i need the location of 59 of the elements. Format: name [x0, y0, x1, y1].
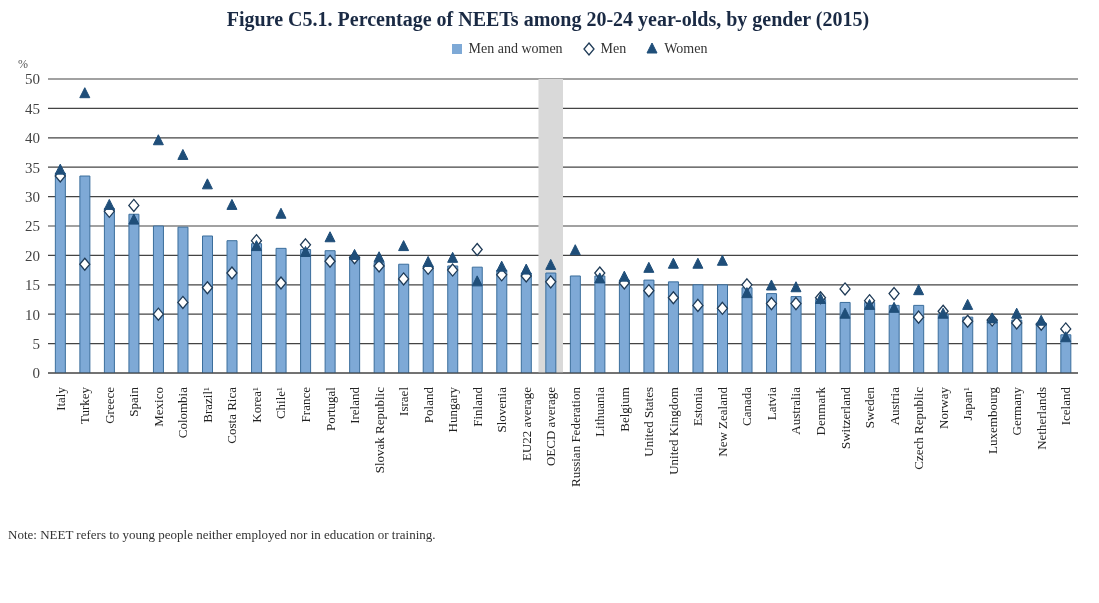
x-tick-label: Ireland [347, 386, 363, 424]
x-tick-label: Poland [420, 386, 436, 424]
x-tick-label: France [298, 386, 313, 423]
x-tick-label: Finland [469, 386, 485, 427]
x-tick-label: OECD average [543, 386, 559, 467]
x-tick-label: Australia [788, 386, 804, 435]
x-tick-label: Portugal [322, 386, 338, 432]
x-tick-label: Israel [396, 386, 412, 416]
y-tick-label: 0 [32, 365, 40, 382]
x-tick-label: New Zealand [714, 386, 730, 457]
x-tick-label: United Kingdom [665, 387, 681, 475]
x-tick-label: Japan¹ [960, 386, 976, 421]
x-tick-label: United States [641, 387, 657, 457]
y-tick-label: 40 [25, 130, 40, 147]
x-tick-label: Lithuania [592, 386, 608, 437]
y-tick-label: 50 [25, 71, 40, 88]
x-tick-label: Costa Rica [224, 386, 240, 444]
x-tick-label: Canada [739, 386, 755, 426]
x-tick-label: Italy [52, 386, 68, 411]
x-tick-label: Norway [935, 386, 951, 429]
x-tick-label: Colombia [175, 386, 191, 439]
y-tick-label: 35 [25, 159, 40, 176]
x-tick-label: Russian Federation [567, 386, 583, 488]
y-axis-title: % [18, 57, 28, 72]
x-tick-label: Germany [1009, 386, 1025, 436]
x-tick-label: Denmark [813, 386, 828, 436]
y-tick-label: 5 [32, 335, 40, 352]
legend-label: Men [600, 41, 627, 57]
x-tick-label: Estonia [690, 386, 706, 426]
text: Note: NEET refers to young people neither employed nor in education or training. [8, 527, 437, 543]
x-tick-label: Chile¹ [273, 386, 289, 420]
x-tick-label: Sweden [862, 386, 878, 429]
x-tick-label: Netherlands [1033, 387, 1049, 450]
chart-title: Figure C5.1. Percentage of NEETs among 20-24 year-olds, by gender (2015) [225, 8, 871, 31]
x-tick-label: Switzerland [837, 386, 853, 450]
x-tick-label: Greece [101, 386, 117, 424]
x-tick-label: Brazil¹ [199, 386, 215, 423]
x-tick-label: Luxembourg [984, 386, 1000, 454]
x-tick-label: Slovak Republic [371, 386, 387, 474]
x-tick-label: Belgium [616, 387, 632, 432]
x-tick-label: Slovenia [494, 386, 510, 433]
y-tick-label: 25 [25, 218, 40, 235]
x-tick-label: Latvia [763, 386, 779, 421]
y-tick-label: 45 [25, 100, 40, 117]
y-tick-label: 30 [25, 188, 40, 205]
legend-label: Women [664, 41, 708, 57]
y-tick-label: 15 [25, 277, 40, 294]
y-tick-label: 20 [25, 247, 40, 264]
y-tick-label: 10 [25, 306, 40, 323]
x-tick-label: Turkey [77, 386, 93, 425]
x-tick-label: Czech Republic [911, 386, 927, 470]
x-tick-label: Spain [126, 386, 142, 417]
x-tick-label: Austria [886, 386, 902, 426]
legend-label: Men and women [468, 41, 563, 57]
x-tick-label: Iceland [1058, 386, 1074, 426]
x-tick-label: Mexico [150, 387, 166, 427]
x-tick-label: EU22 average [518, 386, 534, 461]
x-tick-label: Korea¹ [248, 386, 264, 423]
x-tick-label: Hungary [445, 386, 461, 433]
